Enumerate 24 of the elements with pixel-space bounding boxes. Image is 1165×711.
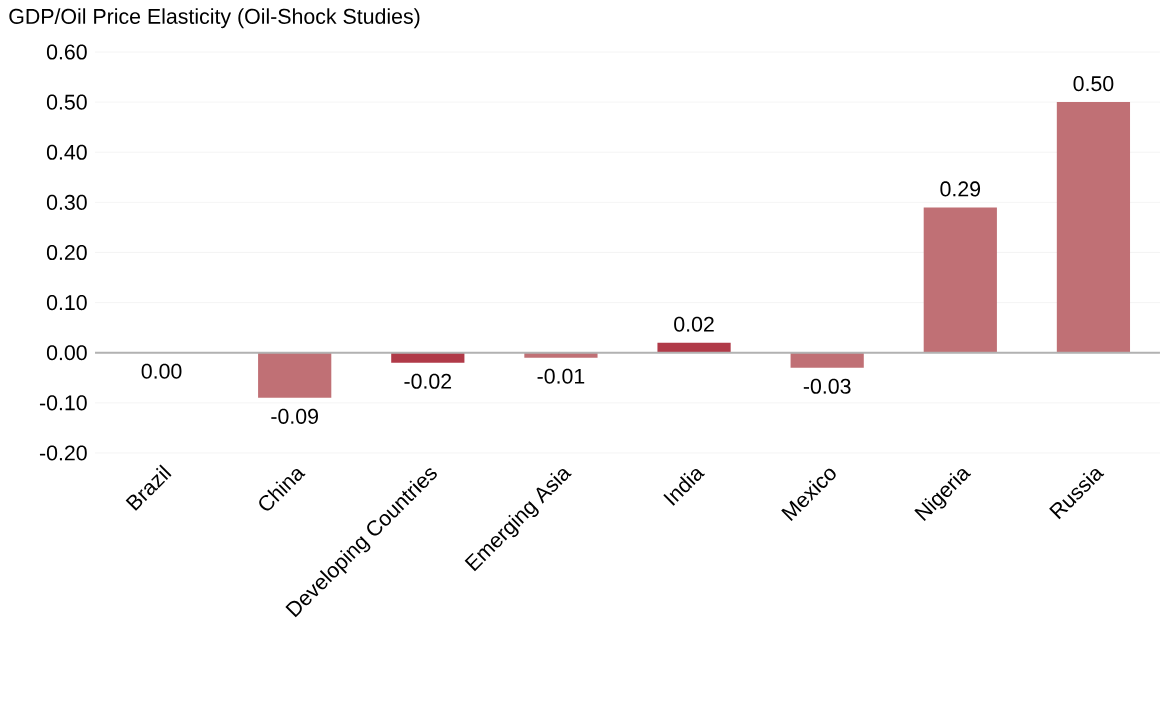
y-tick-label: 0.30 [46, 194, 87, 210]
bar [391, 352, 465, 363]
y-tick-label: 0.00 [46, 345, 87, 361]
data-label: 0.02 [674, 316, 714, 332]
data-label: 0.00 [141, 363, 182, 379]
data-label: 0.29 [940, 181, 981, 197]
data-label: -0.03 [803, 378, 851, 394]
bar [790, 352, 864, 368]
data-label: -0.02 [404, 373, 452, 389]
bar [1056, 102, 1131, 353]
data-label: -0.09 [271, 408, 318, 424]
y-tick-label: -0.10 [39, 395, 87, 411]
data-label: -0.01 [537, 368, 585, 384]
y-tick-label: 0.60 [46, 44, 87, 60]
bar [923, 207, 997, 353]
y-tick-label: 0.10 [46, 295, 87, 311]
bar [657, 342, 731, 353]
y-tick-label: 0.20 [46, 244, 87, 261]
data-label: 0.50 [1073, 76, 1114, 92]
y-tick-label: 0.50 [46, 94, 87, 110]
bar [258, 352, 332, 398]
y-tick-label: 0.40 [46, 144, 87, 160]
chart-title: GDP/Oil Price Elasticity (Oil-Shock Studies) [9, 8, 420, 29]
y-tick-label: -0.20 [39, 445, 87, 461]
